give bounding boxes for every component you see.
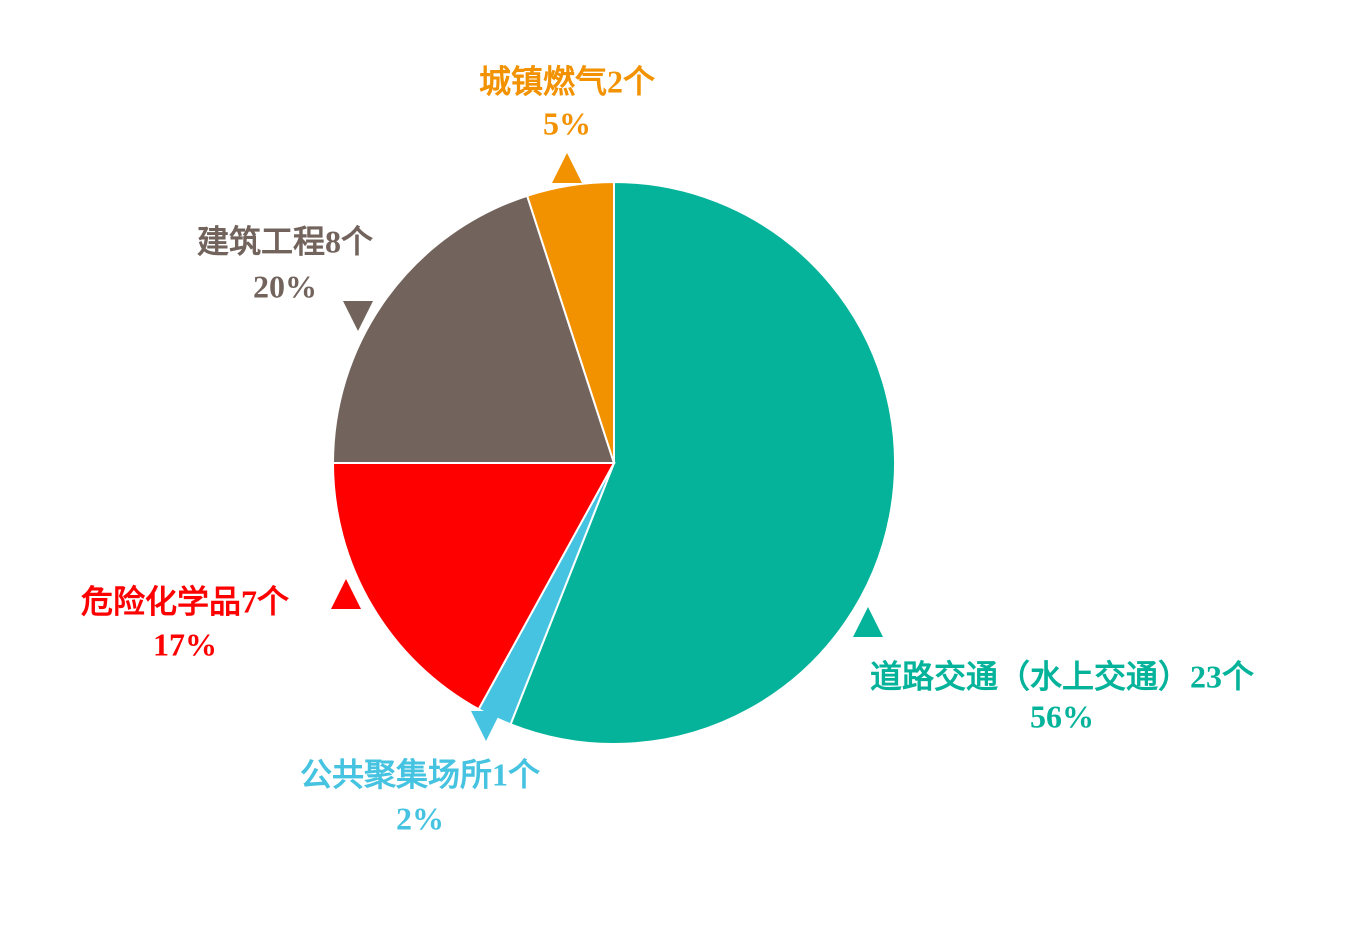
category-label: 道路交通（水上交通）23个 <box>870 658 1254 694</box>
category-label: 危险化学品7个 <box>81 583 289 619</box>
category-label: 公共聚集场所1个 <box>300 756 540 792</box>
category-label: 建筑工程8个 <box>197 223 373 259</box>
value-label: 5% <box>543 105 591 141</box>
value-label: 20% <box>253 268 317 304</box>
pie-slice <box>509 180 896 745</box>
pie-slice <box>525 180 615 464</box>
category-label: 城镇燃气2个 <box>479 63 655 99</box>
pie-slice <box>331 194 616 464</box>
value-label: 17% <box>153 626 217 662</box>
label-marker <box>552 153 582 183</box>
label-marker <box>331 579 361 609</box>
value-label: 56% <box>1030 698 1094 734</box>
label-marker <box>343 301 373 331</box>
label-marker <box>853 607 883 637</box>
label-marker <box>471 711 501 741</box>
value-label: 2% <box>396 800 444 836</box>
pie-slice <box>331 462 616 711</box>
